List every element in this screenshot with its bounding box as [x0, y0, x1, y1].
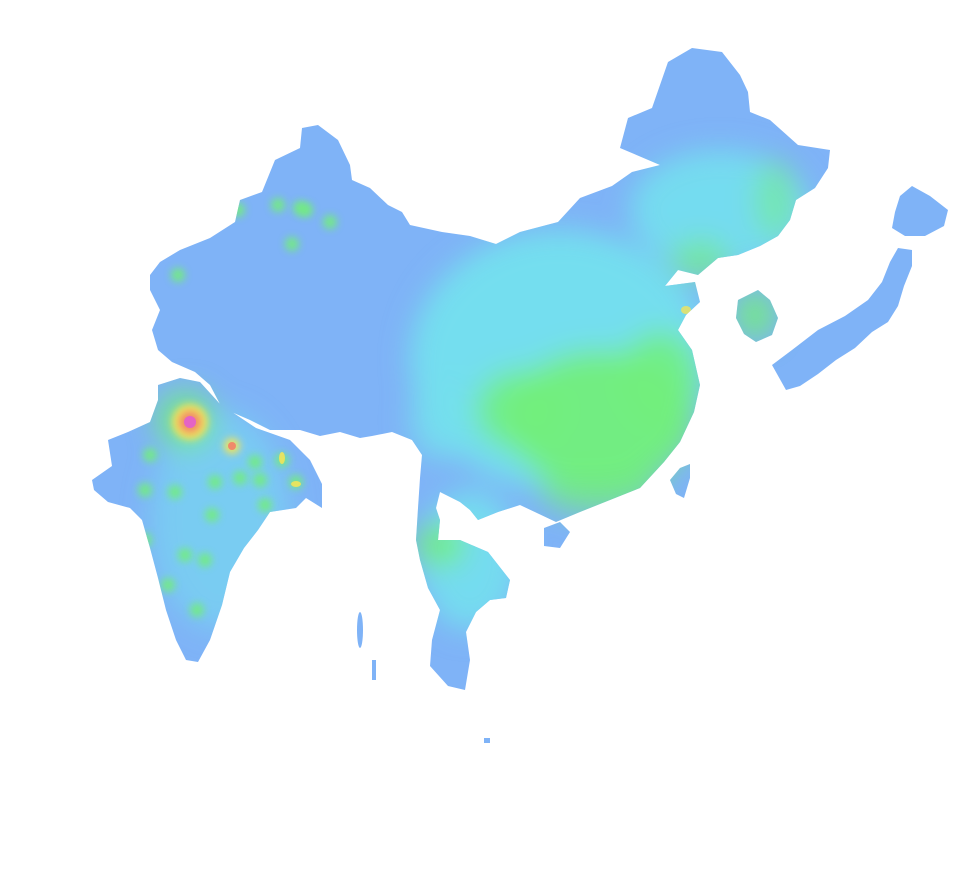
- city-glow: [143, 448, 157, 462]
- city-glow: [161, 578, 175, 592]
- city-glow: [208, 475, 222, 489]
- yunnan-band: [410, 380, 470, 460]
- city-glow: [299, 203, 313, 217]
- city-glow: [190, 603, 204, 617]
- bangkok-high: [415, 523, 465, 567]
- city-glow: [248, 455, 262, 469]
- city-glow: [345, 448, 359, 462]
- city-glow: [323, 215, 337, 229]
- city-glow: [171, 268, 185, 282]
- jiangsu-high: [620, 330, 700, 430]
- city-glow: [138, 483, 152, 497]
- qingdao-hotspot: [681, 306, 691, 314]
- city-glow: [231, 203, 245, 217]
- sichuan-high: [475, 370, 565, 450]
- delhi-hotspot-core: [184, 416, 196, 428]
- city-glow: [271, 198, 285, 212]
- patna-hotspot: [279, 452, 285, 464]
- city-glow: [253, 473, 267, 487]
- bohai-high: [670, 240, 730, 280]
- city-glow: [198, 553, 212, 567]
- city-glow: [138, 533, 152, 547]
- city-glow: [168, 485, 182, 499]
- city-glow: [258, 498, 272, 512]
- jilin-high: [755, 160, 795, 240]
- lucknow-hotspot-core: [228, 442, 236, 450]
- guangdong-high: [540, 465, 660, 515]
- korea-band: [735, 290, 775, 340]
- city-glow: [205, 508, 219, 522]
- kolkata-hotspot: [291, 481, 301, 487]
- city-glow: [285, 237, 299, 251]
- city-glow: [233, 471, 247, 485]
- city-glow: [178, 548, 192, 562]
